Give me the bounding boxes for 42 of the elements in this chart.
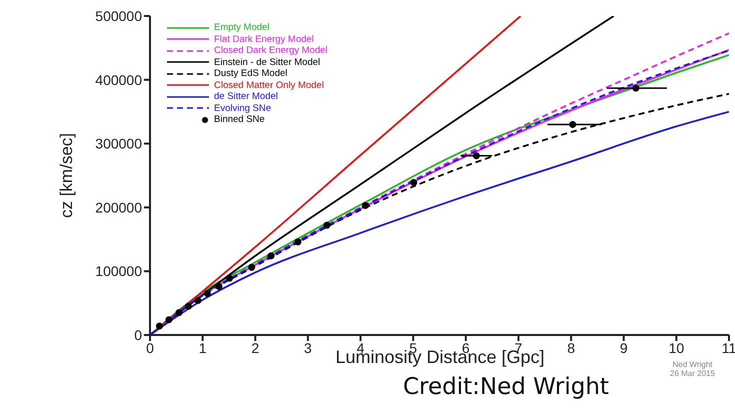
y-axis-title: cz [km/sec] — [57, 132, 76, 218]
text: Ned Wright 26 Mar 2015 — [670, 360, 715, 378]
point — [248, 264, 256, 271]
point — [215, 283, 222, 290]
point — [472, 152, 480, 160]
point — [156, 322, 163, 330]
legend-label: Closed Matter Only Model — [214, 80, 324, 91]
point — [294, 238, 302, 246]
legend-label: Closed Dark Energy Model — [214, 45, 328, 56]
x-tick-label: 9 — [620, 340, 628, 356]
x-tick-label: 3 — [304, 340, 312, 356]
point — [204, 290, 211, 298]
legend-label: Evolving SNe — [214, 102, 272, 114]
legend-label: Dusty EdS Model — [214, 68, 288, 80]
legend-label: Einstein - de Sitter Model — [214, 56, 320, 68]
point — [569, 120, 576, 128]
point — [165, 316, 172, 324]
legend-label: Flat Dark Energy Model — [214, 34, 314, 45]
y-tick-label: 300000 — [95, 136, 142, 152]
text: Credit:Ned Wright — [403, 374, 609, 400]
y-tick-label: 200000 — [95, 199, 142, 216]
point — [268, 252, 275, 260]
x-tick-label: 1 — [198, 340, 207, 356]
point — [323, 222, 330, 229]
y-tick-label: 500000 — [95, 8, 142, 24]
y-tick-label: 400000 — [95, 72, 142, 88]
x-tick-label: 8 — [567, 340, 576, 356]
y-tick-label: 100000 — [95, 263, 142, 280]
legend-label: Binned SNe — [214, 114, 265, 126]
y-tick-label: 0 — [134, 326, 142, 343]
point — [362, 202, 369, 209]
point — [184, 302, 192, 310]
x-tick-label: 2 — [251, 340, 260, 356]
x-tick-label: 0 — [146, 340, 154, 356]
legend-label: de Sitter Model — [214, 91, 278, 102]
legend-label: Empty Model — [214, 22, 270, 34]
point — [632, 84, 640, 92]
point — [410, 179, 418, 186]
point — [175, 309, 182, 316]
point — [194, 297, 202, 304]
x-tick-label: 10 — [668, 340, 684, 356]
point — [226, 274, 233, 282]
